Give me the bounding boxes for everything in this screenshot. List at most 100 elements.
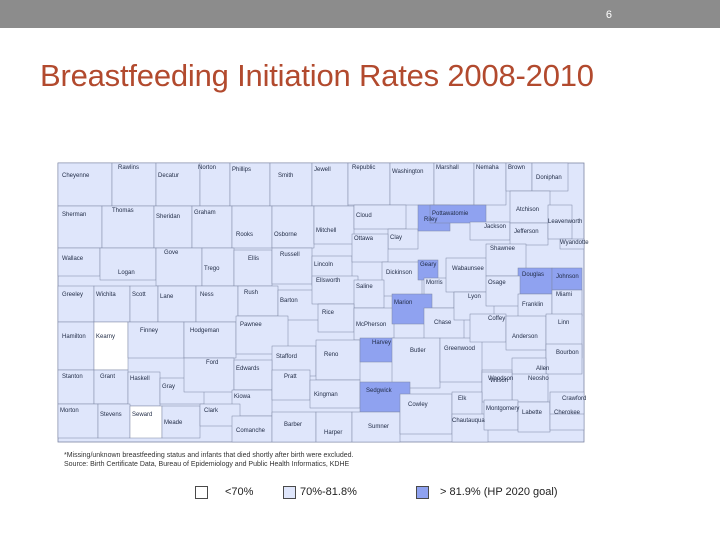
county-label-clark: Clark <box>204 408 219 414</box>
county-lane <box>157 285 197 323</box>
county-dickinson <box>381 261 423 297</box>
county-greeley <box>57 285 95 323</box>
county-label-ness: Ness <box>200 292 214 298</box>
legend-swatch-mid <box>283 486 296 499</box>
county-trego <box>201 247 235 287</box>
county-bourbon <box>545 343 583 375</box>
county-label-geary: Geary <box>420 262 437 268</box>
county-reno <box>315 339 361 381</box>
county-label-atchison: Atchison <box>516 207 540 213</box>
county-phillips <box>229 162 271 207</box>
county-label-mitchell: Mitchell <box>316 228 337 234</box>
county-label-phillips: Phillips <box>232 167 252 173</box>
county-label-woodson: Woodson <box>488 376 514 382</box>
county-butler <box>391 337 441 389</box>
county-ellis <box>233 249 273 287</box>
county-norton <box>199 162 231 207</box>
county-label-reno: Reno <box>324 352 339 358</box>
county-kearny <box>93 321 129 371</box>
county-label-montgomery: Montgomery <box>486 406 520 412</box>
county-label-rice: Rice <box>322 310 335 316</box>
county-logan <box>99 247 157 281</box>
county-label-greenwood: Greenwood <box>444 346 476 352</box>
legend-label-low: <70% <box>225 486 254 498</box>
county-labette <box>517 401 551 433</box>
county-label-seward: Seward <box>132 412 153 418</box>
county-label-ford: Ford <box>206 360 219 366</box>
county-mcpherson <box>353 307 395 341</box>
county-wilson <box>481 371 513 403</box>
county-anderson <box>505 315 547 351</box>
county-label-sumner: Sumner <box>368 424 390 430</box>
county-label-meade: Meade <box>164 420 183 426</box>
county-label-ellis: Ellis <box>248 256 260 262</box>
county-greenwood <box>439 337 483 383</box>
county-rooks <box>231 205 273 249</box>
county-label-russell: Russell <box>280 252 300 258</box>
county-brown <box>505 162 533 192</box>
county-label-lincoln: Lincoln <box>314 262 334 268</box>
county-label-jefferson: Jefferson <box>514 229 539 235</box>
county-wichita <box>93 285 131 323</box>
county-label-graham: Graham <box>194 210 216 216</box>
county-label-saline: Saline <box>356 284 373 290</box>
county-label-cherokee: Cherokee <box>554 410 581 416</box>
county-label-rawlins: Rawlins <box>118 165 140 171</box>
county-label-pratt: Pratt <box>284 374 297 380</box>
county-label-osborne: Osborne <box>274 232 298 238</box>
county-label-ottawa: Ottawa <box>354 236 374 242</box>
county-edwards <box>233 359 273 391</box>
county-harper <box>315 411 353 443</box>
county-decatur <box>155 162 201 207</box>
county-rawlins <box>111 162 157 207</box>
county-stevens <box>97 403 131 439</box>
county-label-shawnee: Shawnee <box>490 246 516 252</box>
county-label-smith: Smith <box>278 173 294 179</box>
county-miami <box>551 289 583 317</box>
county-label-lyon: Lyon <box>468 294 481 300</box>
county-sherman <box>57 205 103 249</box>
county-label-labette: Labette <box>522 410 543 416</box>
county-finney <box>127 321 185 359</box>
county-label-chase: Chase <box>434 320 452 326</box>
county-label-rush: Rush <box>244 290 259 296</box>
county-label-jewell: Jewell <box>314 167 331 173</box>
county-neosho <box>511 373 549 403</box>
county-label-miami: Miami <box>556 292 572 298</box>
county-label-logan: Logan <box>118 270 135 276</box>
county-label-morton: Morton <box>60 408 79 414</box>
county-label-chautauqua: Chautauqua <box>452 418 485 424</box>
county-label-greeley: Greeley <box>62 292 84 298</box>
county-label-trego: Trego <box>204 266 220 272</box>
county-label-hodgeman: Hodgeman <box>190 328 220 334</box>
county-label-scott: Scott <box>132 292 146 298</box>
county-label-decatur: Decatur <box>158 173 180 179</box>
county-meade <box>161 405 201 439</box>
county-label-kiowa: Kiowa <box>234 394 251 400</box>
county-label-wallace: Wallace <box>62 256 84 262</box>
county-label-grant: Grant <box>100 374 116 380</box>
county-label-thomas: Thomas <box>112 208 134 214</box>
county-label-dickinson: Dickinson <box>386 270 413 276</box>
county-saline <box>353 279 385 309</box>
county-hamilton <box>57 321 95 371</box>
county-label-marshall: Marshall <box>436 165 459 171</box>
county-label-rooks: Rooks <box>236 232 254 238</box>
county-clark <box>199 403 241 427</box>
county-pratt <box>271 369 311 401</box>
county-haskell <box>127 371 161 407</box>
county-label-comanche: Comanche <box>236 428 266 434</box>
county-rush <box>237 285 279 317</box>
county-label-neosho: Neosho <box>528 376 549 382</box>
county-label-edwards: Edwards <box>236 366 260 372</box>
county-label-butler: Butler <box>410 348 426 354</box>
county-cheyenne <box>57 162 113 207</box>
county-label-harvey: Harvey <box>372 340 392 346</box>
county-label-pawnee: Pawnee <box>240 322 262 328</box>
county-label-anderson: Anderson <box>512 334 538 340</box>
county-label-franklin: Franklin <box>522 302 544 308</box>
county-coffey <box>469 313 507 343</box>
county-ottawa <box>351 233 389 263</box>
county-label-morris: Morris <box>426 280 443 286</box>
